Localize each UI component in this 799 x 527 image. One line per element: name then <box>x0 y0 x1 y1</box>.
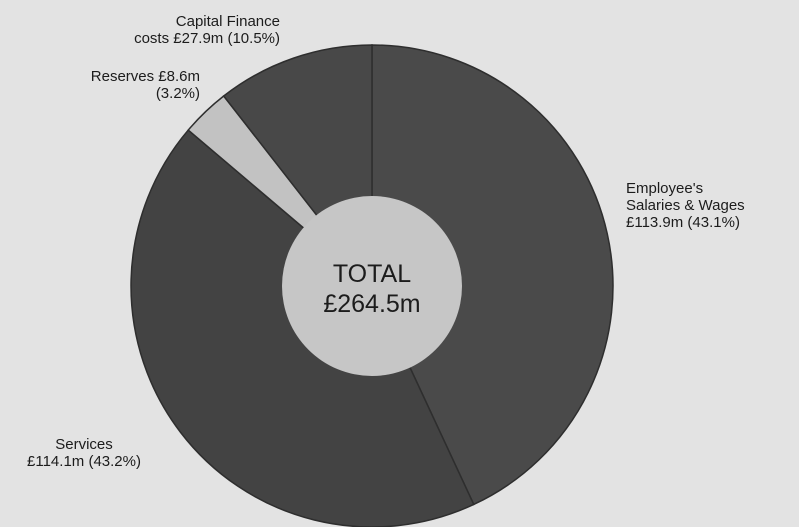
label-services-line-1: Services <box>55 436 113 453</box>
label-services-line-2: £114.1m (43.2%) <box>27 453 141 470</box>
label-employee-line-2: Salaries & Wages <box>626 197 745 214</box>
pie-slices <box>130 44 614 527</box>
label-employee-line-3: £113.9m (43.1%) <box>626 214 740 231</box>
total-label: TOTAL <box>333 260 411 288</box>
label-reserves-line-1: Reserves £8.6m <box>90 68 200 85</box>
label-employee-salaries: Employee's Salaries & Wages £113.9m (43.… <box>626 180 745 231</box>
center-total-disc <box>282 196 462 376</box>
pie-slice-employee-s-salaries-wages <box>371 44 614 506</box>
total-value: £264.5m <box>323 290 420 318</box>
label-reserves-line-2: (3.2%) <box>155 85 200 102</box>
label-capital-line-1: Capital Finance <box>175 13 280 30</box>
label-employee-line-1: Employee's <box>626 180 704 197</box>
label-capital-finance: Capital Finance costs £27.9m (10.5%) <box>30 13 280 47</box>
label-reserves: Reserves £8.6m (3.2%) <box>20 68 200 102</box>
label-services: Services £114.1m (43.2%) <box>4 436 164 470</box>
label-capital-line-2: costs £27.9m (10.5%) <box>134 30 280 47</box>
